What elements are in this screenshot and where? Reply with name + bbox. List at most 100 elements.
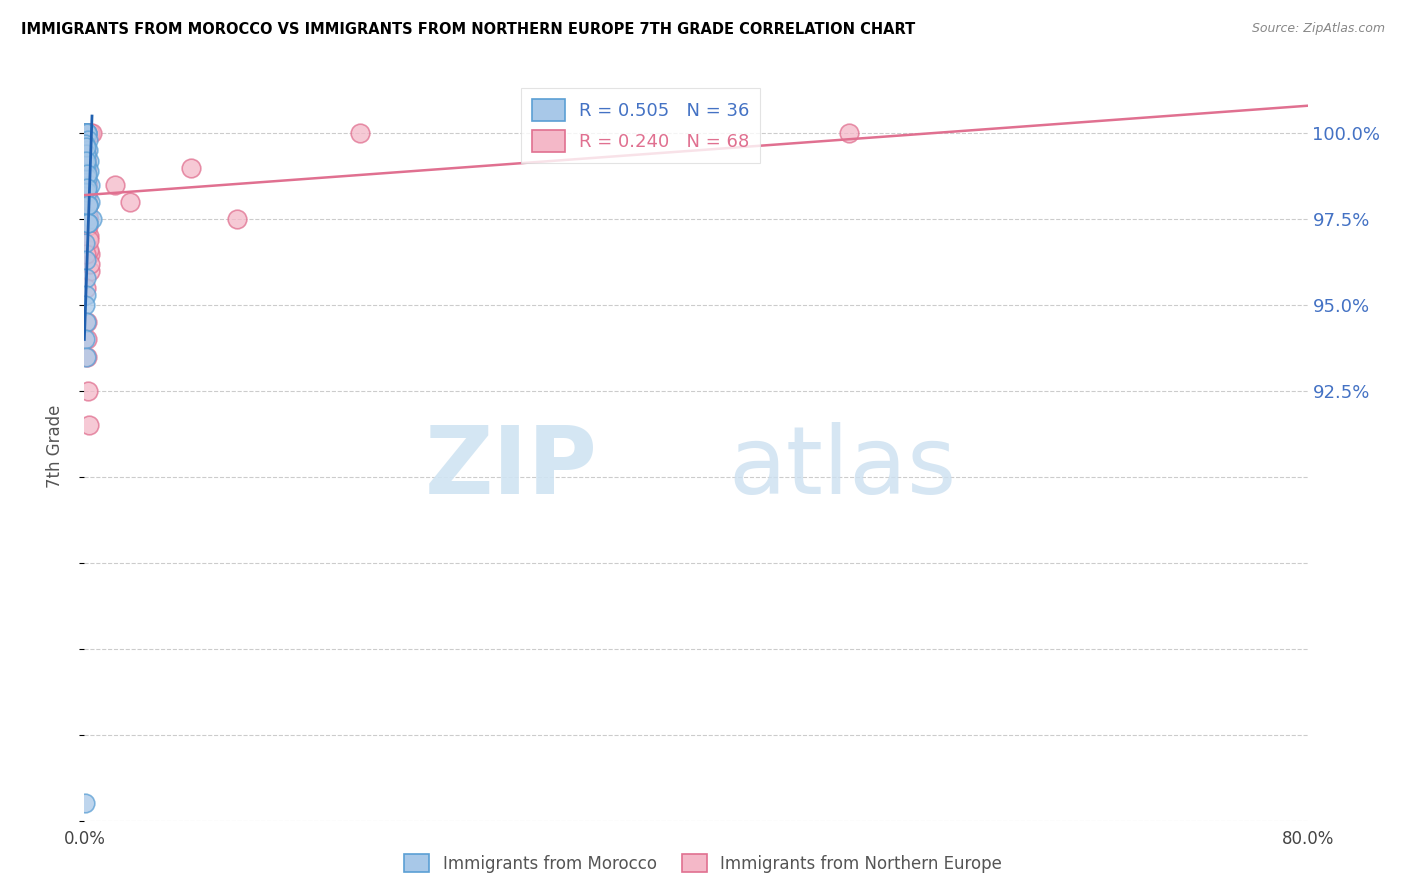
Point [76,170,98,185]
Point [75,157,97,171]
Point [75,140,97,154]
Point [79,263,101,277]
Point [120,194,142,209]
Point [79,246,101,260]
Point [75,126,97,140]
Text: Source: ZipAtlas.com: Source: ZipAtlas.com [1251,22,1385,36]
Point [349,126,371,140]
Point [76,315,98,329]
Point [76,185,98,199]
Text: IMMIGRANTS FROM MOROCCO VS IMMIGRANTS FROM NORTHERN EUROPE 7TH GRADE CORRELATION: IMMIGRANTS FROM MOROCCO VS IMMIGRANTS FR… [21,22,915,37]
Point [75,126,97,140]
Point [76,178,98,192]
Point [76,198,98,212]
Point [75,136,97,151]
Point [77,126,100,140]
Point [80,126,103,140]
Point [77,418,100,433]
Point [77,126,100,140]
Point [75,153,97,168]
Point [76,126,98,140]
Point [77,198,100,212]
Point [79,194,101,209]
Point [77,219,100,233]
Point [180,161,202,175]
Legend: Immigrants from Morocco, Immigrants from Northern Europe: Immigrants from Morocco, Immigrants from… [398,847,1008,880]
Point [80,212,103,227]
Point [76,133,98,147]
Point [75,253,97,268]
Point [77,212,100,227]
Point [76,350,98,364]
Point [77,216,100,230]
Point [75,126,97,140]
Point [75,161,97,175]
Point [75,153,97,168]
Point [75,298,97,312]
Point [76,178,98,192]
Point [75,168,97,182]
Point [76,161,98,175]
Point [226,212,249,227]
Point [76,188,98,202]
Point [75,164,97,178]
Point [76,192,98,206]
Point [75,350,97,364]
Point [75,315,97,329]
Point [76,126,98,140]
Point [76,209,98,223]
Point [75,246,97,260]
Point [75,136,97,151]
Point [76,126,98,140]
Point [75,144,97,158]
Point [76,333,98,347]
Point [77,126,100,140]
Point [77,144,100,158]
Point [76,126,98,140]
Point [75,153,97,168]
Point [76,178,98,192]
Point [76,181,98,195]
Point [79,178,101,192]
Point [79,126,101,140]
Point [75,146,97,161]
Point [75,146,97,161]
Point [75,126,97,140]
Point [76,126,98,140]
Point [75,157,97,171]
Point [104,178,127,192]
Point [76,198,98,212]
Point [75,150,97,164]
Point [75,140,97,154]
Point [75,333,97,347]
Point [75,126,97,140]
Point [77,164,100,178]
Point [76,174,98,188]
Point [77,233,100,247]
Point [76,194,98,209]
Point [75,236,97,251]
Point [77,243,100,257]
Point [75,270,97,285]
Point [75,126,97,140]
Point [75,287,97,301]
Point [75,150,97,164]
Point [76,202,98,216]
Point [76,185,98,199]
Point [76,126,98,140]
Text: ZIP: ZIP [425,423,598,515]
Point [76,188,98,202]
Legend: R = 0.505   N = 36, R = 0.240   N = 68: R = 0.505 N = 36, R = 0.240 N = 68 [522,88,761,162]
Point [75,168,97,182]
Point [75,126,97,140]
Text: atlas: atlas [728,423,957,515]
Point [77,212,100,227]
Point [79,257,101,271]
Point [77,212,100,227]
Point [76,198,98,212]
Point [75,146,97,161]
Point [77,216,100,230]
Point [75,797,97,811]
Point [75,144,97,158]
Point [77,153,100,168]
